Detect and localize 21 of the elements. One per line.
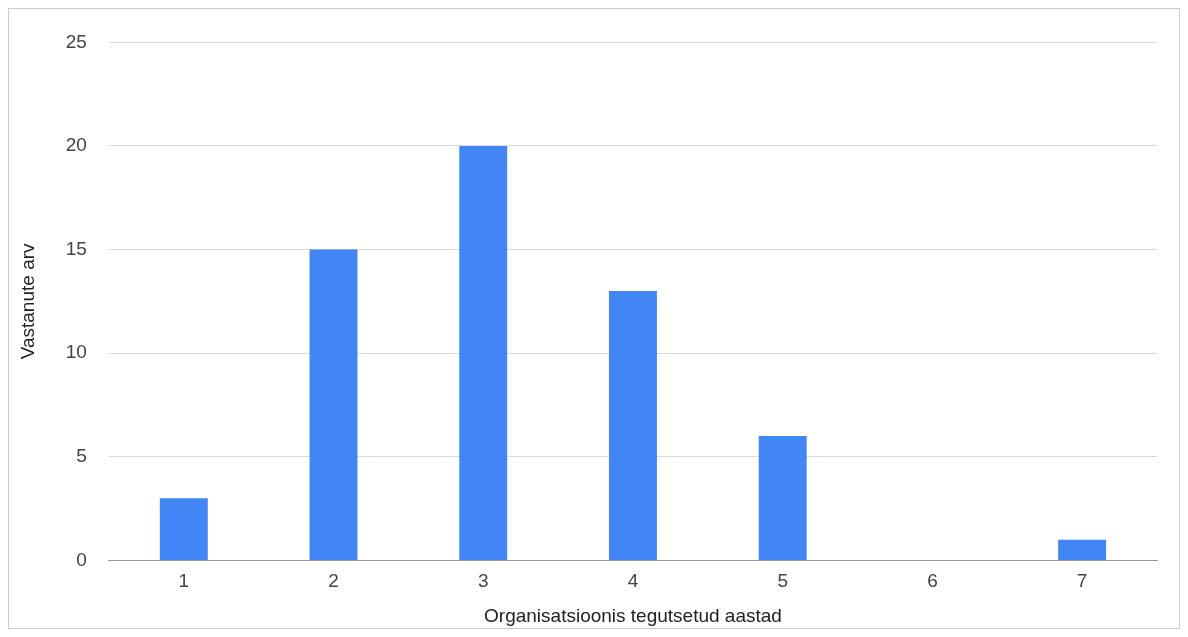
y-axis-title: Vastanute arv [16,242,38,360]
x-tick-label: 4 [627,570,639,592]
y-tick-label: 5 [76,445,87,467]
x-tick-label: 2 [328,570,339,592]
y-tick-label: 15 [65,237,87,259]
bar [309,249,358,560]
y-tick-label: 25 [65,30,87,52]
bar [758,436,807,560]
bar [1058,539,1107,560]
x-tick-label: 3 [477,570,489,592]
bar [159,498,208,560]
x-tick-label: 6 [927,570,938,592]
x-axis-title: Organisatsioonis tegutsetud aastad [484,604,782,626]
y-tick-label: 10 [65,341,87,363]
bar [459,146,508,560]
bar [609,291,657,560]
x-tick-label: 1 [178,570,190,592]
x-tick-label: 7 [1076,570,1088,592]
y-tick-label: 20 [65,134,87,156]
y-tick-label: 0 [76,548,87,570]
x-tick-label: 5 [777,570,788,592]
